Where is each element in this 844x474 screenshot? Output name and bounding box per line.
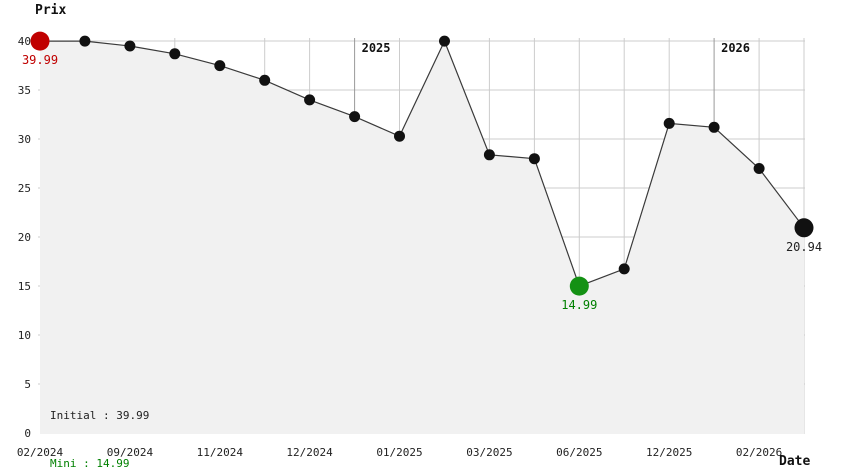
data-point — [169, 48, 181, 60]
x-tick-label: 06/2025 — [556, 446, 602, 459]
point-annotation-current: 20.94 — [786, 240, 822, 254]
point-annotation-initial: 39.99 — [22, 53, 58, 67]
x-tick-label: 02/2026 — [736, 446, 782, 459]
data-point — [528, 153, 540, 165]
year-label: 2026 — [721, 41, 750, 55]
y-tick-label: 5 — [24, 378, 31, 391]
price-stats-legend: Initial : 39.99 Mini : 14.99 Max : 39.99… — [50, 377, 149, 474]
x-tick-label: 11/2024 — [197, 446, 244, 459]
x-axis-title: Date — [779, 454, 811, 469]
y-tick-label: 35 — [18, 84, 31, 97]
point-annotation-minimum: 14.99 — [561, 298, 597, 312]
data-point — [304, 94, 316, 106]
data-point — [79, 35, 91, 47]
y-tick-label: 40 — [18, 35, 31, 48]
data-point — [259, 74, 271, 86]
legend-initial: Initial : 39.99 — [50, 409, 150, 423]
data-point — [618, 263, 630, 275]
y-tick-label: 30 — [18, 133, 31, 146]
y-tick-label: 10 — [18, 329, 31, 342]
y-axis-title: Prix — [35, 3, 67, 18]
x-tick-label: 12/2024 — [286, 446, 333, 459]
y-tick-label: 15 — [18, 280, 31, 293]
legend-mini: Mini : 14.99 — [50, 456, 130, 470]
data-point — [483, 149, 495, 161]
data-point — [708, 121, 720, 133]
x-tick-label: 02/2024 — [17, 446, 64, 459]
data-point — [124, 40, 136, 52]
data-point — [349, 111, 361, 123]
data-point — [439, 35, 450, 47]
x-tick-label: 01/2025 — [376, 446, 422, 459]
y-tick-label: 25 — [18, 182, 31, 195]
data-point — [663, 117, 675, 129]
year-label: 2025 — [362, 41, 391, 55]
price-line — [40, 39, 805, 287]
y-tick-label: 20 — [18, 231, 31, 244]
x-tick-label: 03/2025 — [466, 446, 512, 459]
y-tick-label: 0 — [24, 427, 31, 440]
area-fill — [40, 41, 804, 434]
x-tick-label: 12/2025 — [646, 446, 692, 459]
data-point-current — [794, 218, 814, 238]
data-point — [214, 60, 226, 72]
data-point — [394, 130, 405, 142]
x-tick-label: 09/2024 — [107, 446, 154, 459]
data-point-minimum — [569, 276, 589, 296]
data-point-initial — [30, 31, 50, 51]
data-point — [753, 163, 765, 174]
